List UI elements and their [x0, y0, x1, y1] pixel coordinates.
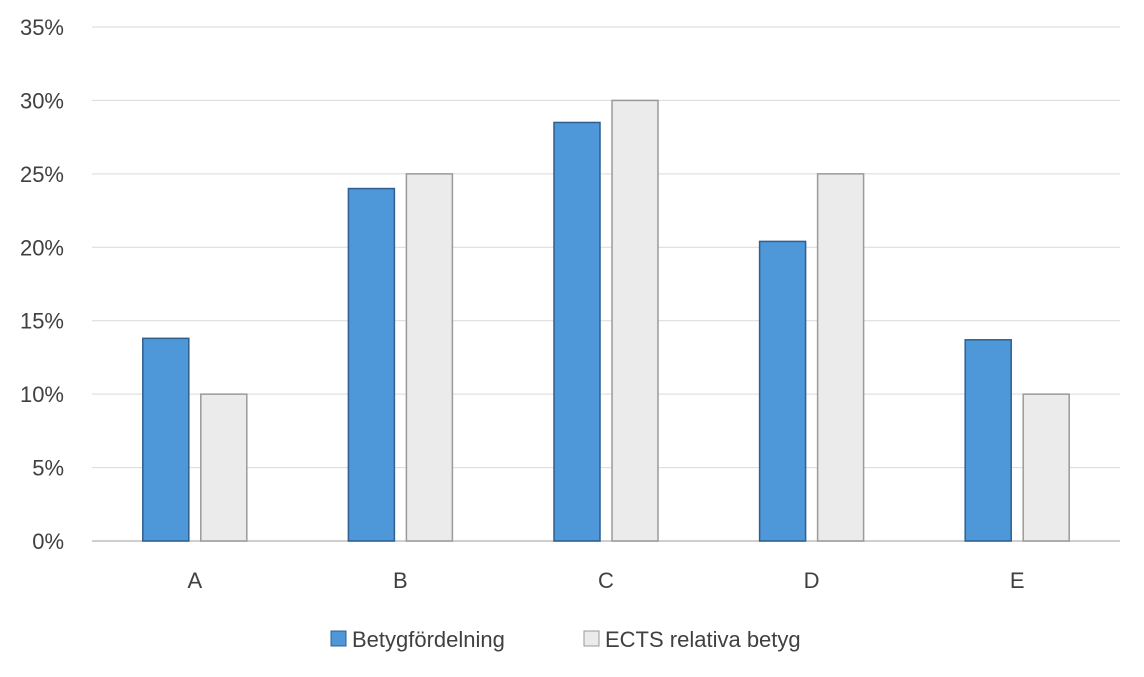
bar-ects-b	[405, 173, 454, 542]
y-tick-label: 10%	[20, 382, 64, 407]
bar-ects-e	[1022, 393, 1070, 542]
x-category-label: E	[1010, 568, 1025, 593]
y-tick-label: 20%	[20, 235, 64, 260]
y-tick-label: 30%	[20, 88, 64, 113]
x-category-label: D	[804, 568, 820, 593]
legend-label: Betygfördelning	[352, 627, 505, 652]
x-category-label: A	[187, 568, 202, 593]
y-tick-label: 15%	[20, 309, 64, 334]
bar-betygfordelning-d	[758, 240, 807, 542]
x-category-label: C	[598, 568, 614, 593]
legend-swatch	[330, 630, 347, 647]
y-tick-label: 35%	[20, 15, 64, 40]
y-tick-label: 0%	[32, 529, 64, 554]
bar-betygfordelning-c	[553, 121, 601, 542]
legend-swatch	[583, 630, 600, 647]
gridlines	[92, 26, 1120, 542]
y-axis-ticks: 0% 5% 10% 15% 20% 25% 30% 35%	[20, 15, 64, 554]
legend-label: ECTS relativa betyg	[605, 627, 801, 652]
y-tick-label: 5%	[32, 456, 64, 481]
bar-ects-a	[200, 393, 248, 542]
y-tick-label: 25%	[20, 162, 64, 187]
bar-betygfordelning-a	[142, 337, 190, 542]
bar-ects-c	[611, 99, 659, 542]
bar-betygfordelning-b	[347, 187, 396, 542]
x-axis-labels: A B C D E	[187, 568, 1024, 593]
bar-betygfordelning-e	[964, 339, 1012, 542]
bars	[142, 99, 1070, 542]
legend: Betygfördelning ECTS relativa betyg	[330, 627, 801, 652]
x-category-label: B	[393, 568, 408, 593]
bar-ects-d	[816, 173, 865, 542]
